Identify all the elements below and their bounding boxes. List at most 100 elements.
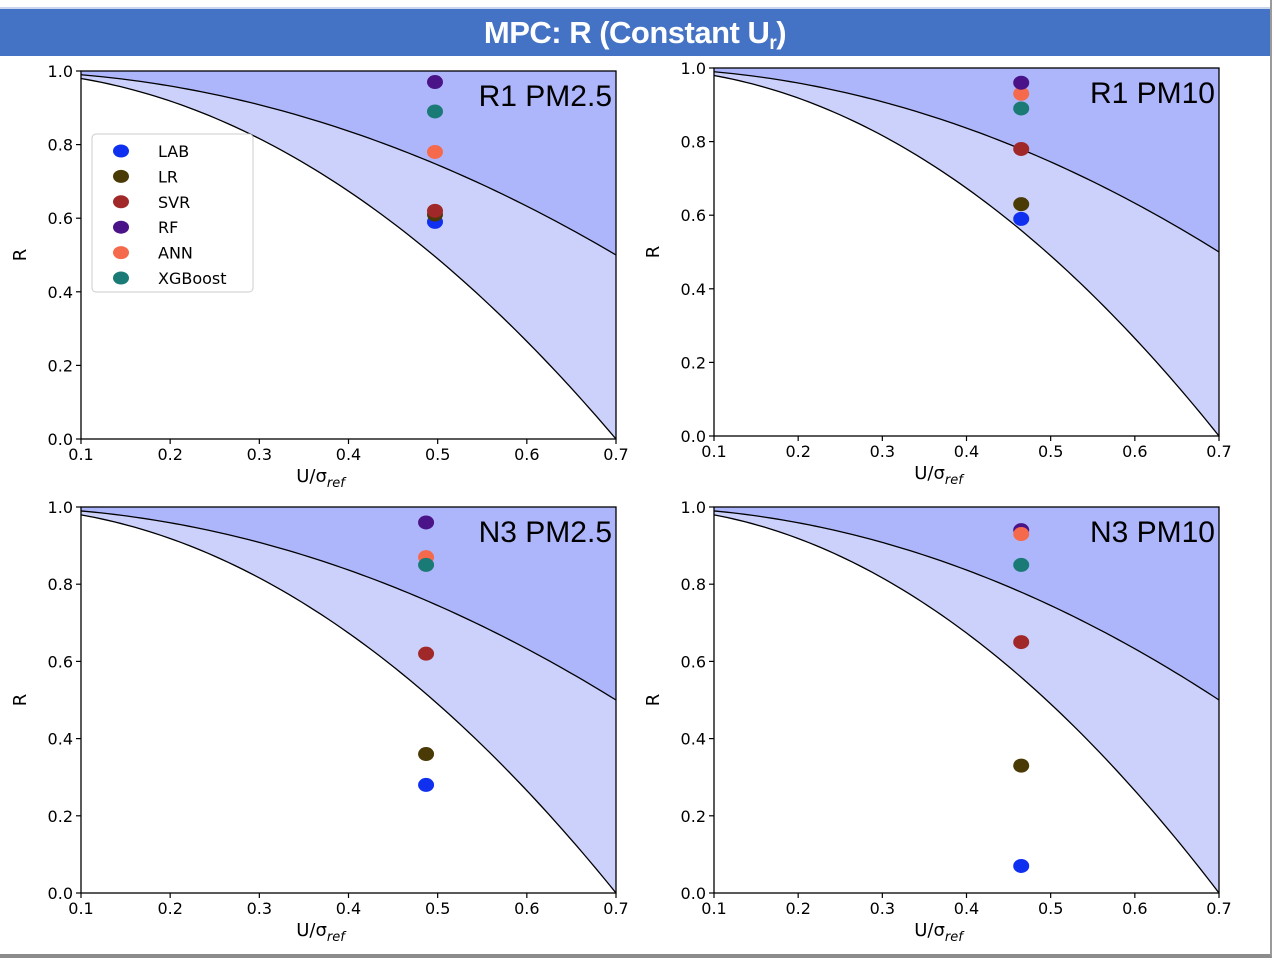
panel-title: R1 PM2.5 bbox=[479, 80, 612, 113]
x-axis-label-main: U/σ bbox=[296, 466, 327, 487]
y-tick-label: 0.8 bbox=[681, 133, 706, 152]
region-inner-band bbox=[714, 68, 1219, 252]
y-tick-label: 0.6 bbox=[48, 209, 73, 228]
y-tick-label: 0.4 bbox=[48, 283, 73, 302]
legend-label-lab: LAB bbox=[158, 142, 189, 161]
point-lab bbox=[1013, 858, 1030, 873]
x-axis-label: U/σref bbox=[296, 920, 347, 945]
y-tick-label: 0.8 bbox=[48, 136, 73, 155]
point-ann bbox=[1013, 86, 1030, 101]
x-axis-label-main: U/σ bbox=[914, 920, 945, 941]
x-tick-label: 0.4 bbox=[954, 442, 979, 461]
x-tick-label: 0.3 bbox=[870, 442, 895, 461]
legend: LAB LR SVR RF ANN XGBoost bbox=[91, 133, 254, 293]
point-xgboost bbox=[418, 557, 435, 572]
x-tick-label: 0.6 bbox=[1122, 899, 1147, 918]
slide-title-subscript: r bbox=[769, 33, 777, 54]
y-tick-label: 0.4 bbox=[681, 280, 706, 299]
x-tick-label: 0.4 bbox=[336, 899, 361, 918]
y-tick-label: 1.0 bbox=[48, 62, 73, 81]
point-lr bbox=[1013, 758, 1030, 773]
x-axis-label-subscript: ref bbox=[327, 476, 347, 491]
x-tick-label: 0.7 bbox=[603, 445, 628, 464]
point-svr bbox=[1013, 141, 1030, 156]
x-tick-label: 0.5 bbox=[1038, 442, 1063, 461]
point-xgboost bbox=[1013, 101, 1030, 116]
point-ann bbox=[426, 144, 443, 159]
x-tick-label: 0.3 bbox=[247, 445, 272, 464]
legend-marker-ann bbox=[113, 246, 129, 260]
x-axis-label: U/σref bbox=[914, 920, 965, 945]
point-rf bbox=[418, 515, 435, 530]
y-axis-label: R bbox=[10, 249, 31, 262]
y-tick-label: 0.8 bbox=[48, 575, 73, 594]
x-axis-label-subscript: ref bbox=[327, 930, 347, 945]
legend-label-xgboost: XGBoost bbox=[158, 269, 227, 288]
legend-label-svr: SVR bbox=[158, 193, 190, 212]
x-axis-label: U/σref bbox=[296, 466, 347, 491]
x-tick-label: 0.1 bbox=[68, 899, 93, 918]
y-tick-label: 0.8 bbox=[681, 575, 706, 594]
y-tick-label: 0.6 bbox=[681, 652, 706, 671]
bound-curve-outer bbox=[713, 514, 1220, 894]
y-tick-label: 0.6 bbox=[48, 652, 73, 671]
chart-n3-pm25: 0.1 0.2 0.3 0.4 0.5 0.6 0.7 0.0 0.2 0.4 0.6 0.8 1.0 U… bbox=[10, 498, 629, 945]
x-tick-label: 0.1 bbox=[701, 899, 726, 918]
panel-title: N3 PM2.5 bbox=[479, 516, 612, 549]
y-tick-label: 0.0 bbox=[681, 884, 706, 903]
x-axis-label-main: U/σ bbox=[296, 920, 327, 941]
x-tick-label: 0.2 bbox=[157, 445, 182, 464]
slide-title-banner: MPC: R (Constant Ur) bbox=[0, 7, 1270, 56]
chart-n3-pm10: 0.1 0.2 0.3 0.4 0.5 0.6 0.7 0.0 0.2 0.4 0.6 0.8 1.0 U… bbox=[643, 498, 1232, 945]
y-tick-label: 0.0 bbox=[48, 430, 73, 449]
x-tick-label: 0.4 bbox=[336, 445, 361, 464]
y-tick-label: 0.2 bbox=[48, 356, 73, 375]
legend-label-lr: LR bbox=[158, 167, 178, 186]
y-tick-label: 0.2 bbox=[48, 807, 73, 826]
y-tick-label: 1.0 bbox=[681, 498, 706, 517]
point-svr bbox=[418, 646, 435, 661]
x-tick-label: 0.6 bbox=[514, 899, 539, 918]
x-tick-label: 0.2 bbox=[785, 899, 810, 918]
x-tick-label: 0.6 bbox=[514, 445, 539, 464]
point-lr bbox=[1013, 197, 1030, 212]
y-tick-label: 0.2 bbox=[681, 353, 706, 372]
y-tick-label: 0.4 bbox=[681, 730, 706, 749]
point-rf bbox=[426, 75, 443, 90]
x-tick-label: 0.5 bbox=[1038, 899, 1063, 918]
chart-r1-pm10: 0.1 0.2 0.3 0.4 0.5 0.6 0.7 0.0 0.2 0.4 0.6 0.8 1.0 U… bbox=[643, 59, 1232, 488]
y-tick-label: 1.0 bbox=[48, 498, 73, 517]
point-rf bbox=[1013, 75, 1030, 90]
region-inner-band bbox=[714, 507, 1219, 700]
x-axis-label-main: U/σ bbox=[914, 463, 945, 484]
legend-marker-rf bbox=[113, 220, 129, 234]
point-svr bbox=[1013, 635, 1030, 650]
y-tick-label: 0.4 bbox=[48, 730, 73, 749]
y-tick-label: 1.0 bbox=[681, 59, 706, 78]
x-tick-label: 0.7 bbox=[1206, 442, 1231, 461]
legend-label-rf: RF bbox=[158, 218, 178, 237]
bound-curve-inner bbox=[713, 71, 1220, 253]
y-tick-label: 0.6 bbox=[681, 206, 706, 225]
y-tick-label: 0.0 bbox=[48, 884, 73, 903]
x-tick-label: 0.7 bbox=[603, 899, 628, 918]
x-tick-label: 0.6 bbox=[1122, 442, 1147, 461]
legend-marker-svr bbox=[113, 195, 129, 209]
chart-r1-pm25: 0.1 0.2 0.3 0.4 0.5 0.6 0.7 0.0 0.2 0.4 0.6 0.8 1.0 U… bbox=[10, 62, 629, 491]
y-axis-label: R bbox=[643, 246, 664, 259]
y-axis-label: R bbox=[643, 694, 664, 707]
x-tick-label: 0.7 bbox=[1206, 899, 1231, 918]
x-tick-label: 0.1 bbox=[701, 442, 726, 461]
legend-marker-lr bbox=[113, 169, 129, 183]
x-tick-label: 0.4 bbox=[954, 899, 979, 918]
point-svr bbox=[426, 203, 443, 218]
point-ann bbox=[1013, 527, 1030, 542]
y-tick-label: 0.0 bbox=[681, 427, 706, 446]
x-axis-label: U/σref bbox=[914, 463, 965, 488]
bound-curve-inner bbox=[80, 74, 617, 256]
legend-marker-lab bbox=[113, 144, 129, 158]
point-xgboost bbox=[1013, 557, 1030, 572]
slide-title-main: MPC: R (Constant U bbox=[483, 15, 770, 50]
panel-title: N3 PM10 bbox=[1090, 516, 1215, 549]
